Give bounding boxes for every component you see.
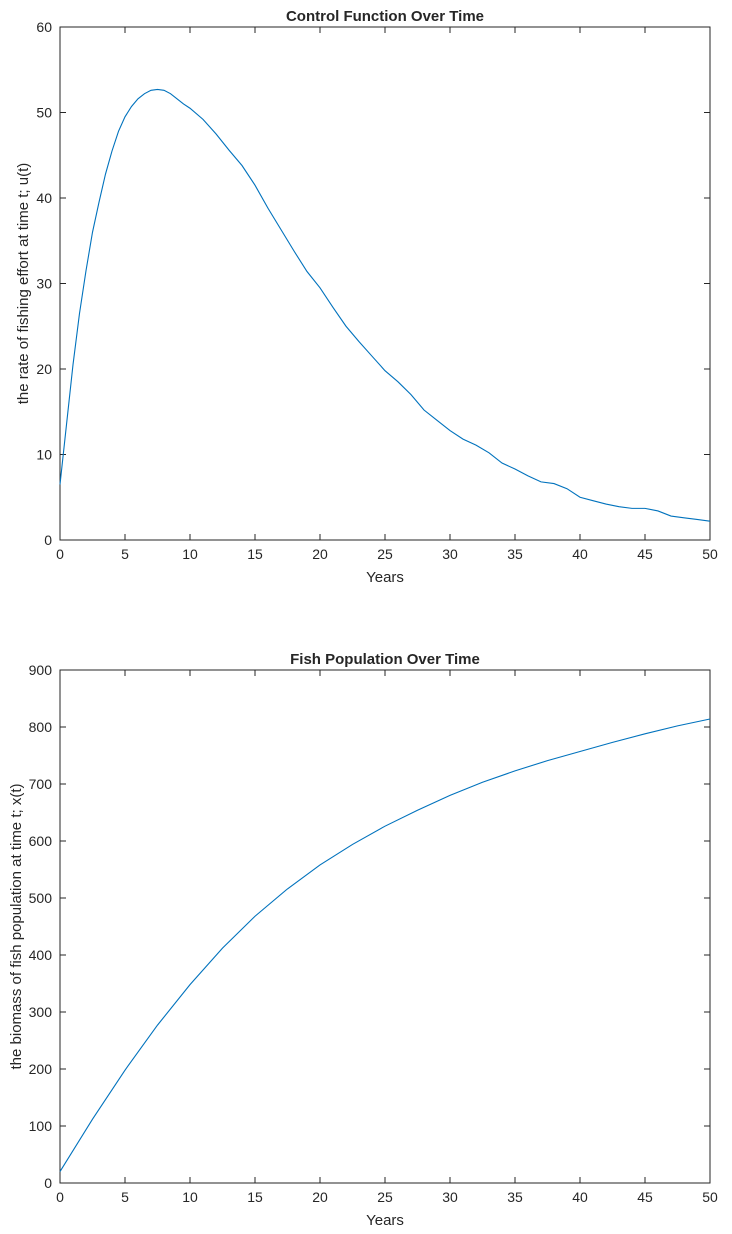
x-tick-label: 50 [702,1189,718,1205]
x-tick-label: 5 [121,546,129,562]
x-tick-label: 35 [507,546,523,562]
x-tick-label: 25 [377,546,393,562]
x-tick-label: 20 [312,1189,328,1205]
x-tick-label: 20 [312,546,328,562]
x-tick-label: 35 [507,1189,523,1205]
x-tick-label: 40 [572,546,588,562]
y-tick-label: 40 [36,190,52,206]
y-tick-label: 800 [29,719,53,735]
x-tick-label: 10 [182,546,198,562]
x-tick-label: 0 [56,1189,64,1205]
axes-box [59,669,711,1184]
y-tick-label: 60 [36,19,52,35]
x-tick-label: 15 [247,1189,263,1205]
y-axis-label: the rate of fishing effort at time t; u(… [15,163,32,405]
y-tick-label: 600 [29,833,53,849]
chart-2: 0 5 10 15 20 25 30 35 40 45 5001002003004005006007… [8,651,718,1229]
y-tick-label: 900 [29,662,53,678]
y-tick-label: 50 [36,105,52,121]
x-tick-label: 10 [182,1189,198,1205]
x-tick-label: 45 [637,546,653,562]
y-tick-label: 700 [29,776,53,792]
y-tick-label: 10 [36,447,52,463]
y-tick-label: 300 [29,1004,53,1020]
chart-title: Fish Population Over Time [290,651,480,668]
y-axis-label: the biomass of fish population at time t… [8,784,25,1070]
y-tick-label: 400 [29,947,53,963]
x-axis-label: Years [366,569,404,586]
x-tick-label: 40 [572,1189,588,1205]
y-tick-label: 200 [29,1061,53,1077]
x-tick-label: 30 [442,1189,458,1205]
chart-title: Control Function Over Time [286,8,484,25]
x-tick-label: 5 [121,1189,129,1205]
chart-1: 0 5 10 15 20 25 30 35 40 45 50 0 10 20 30 40 50 60 Control… [15,8,718,586]
x-tick-label: 30 [442,546,458,562]
series-line-1 [59,718,711,1172]
y-tick-label: 0 [44,1175,52,1191]
y-tick-label: 0 [44,532,52,548]
y-tick-label: 30 [36,276,52,292]
x-tick-label: 15 [247,546,263,562]
series-line-1 [59,88,711,522]
x-tick-label: 50 [702,546,718,562]
x-tick-label: 0 [56,546,64,562]
y-tick-label: 100 [29,1118,53,1134]
x-tick-label: 25 [377,1189,393,1205]
y-tick-label: 500 [29,890,53,906]
x-axis-label: Years [366,1212,404,1229]
axes-box [59,26,711,541]
x-tick-label: 45 [637,1189,653,1205]
y-tick-label: 20 [36,361,52,377]
